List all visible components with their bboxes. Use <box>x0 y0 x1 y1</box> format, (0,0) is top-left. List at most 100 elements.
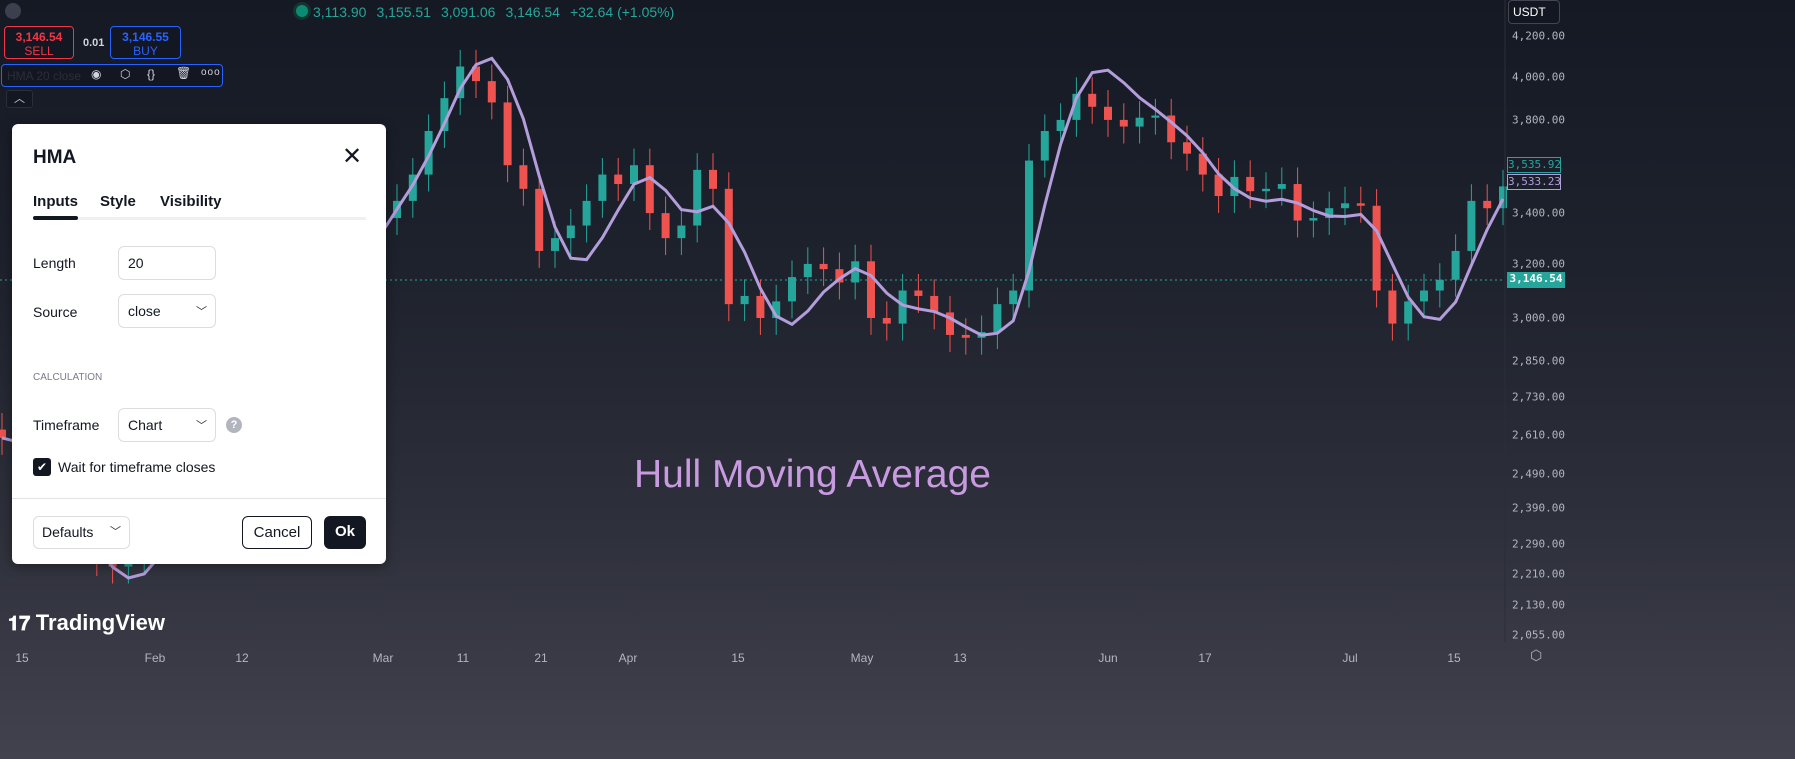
candle <box>693 153 702 243</box>
close-icon[interactable]: ✕ <box>342 143 363 170</box>
candle-body <box>867 261 875 318</box>
settings-icon[interactable]: ⬡ <box>120 67 131 81</box>
length-value: 20 <box>128 255 144 271</box>
tab-visibility[interactable]: Visibility <box>160 193 222 210</box>
candle <box>1104 90 1112 137</box>
cancel-button[interactable]: Cancel <box>242 516 312 549</box>
wait-label: Wait for timeframe closes <box>58 459 216 475</box>
candle-body <box>740 295 749 305</box>
indicator-legend[interactable]: HMA 20 close ◉ ⬡ {} 🗑 ooo <box>1 64 223 87</box>
candle <box>503 85 512 183</box>
ok-button[interactable]: Ok <box>324 516 366 549</box>
candle-body <box>1325 208 1334 219</box>
candle <box>1040 114 1049 178</box>
time-tick: Jul <box>1342 651 1358 665</box>
candle <box>1420 273 1428 319</box>
currency-select[interactable]: USDT <box>1508 0 1560 24</box>
calculation-section-label: CALCULATION <box>33 372 103 383</box>
buy-button[interactable]: 3,146.55 BUY <box>110 26 181 59</box>
candle-body <box>772 301 781 318</box>
candle-body <box>819 263 828 270</box>
candle <box>0 412 6 455</box>
time-tick: 17 <box>1198 651 1212 665</box>
candle-body <box>1167 115 1176 143</box>
eye-icon[interactable]: ◉ <box>91 67 102 81</box>
candle-body <box>756 295 765 318</box>
candle <box>1325 191 1334 235</box>
price-tick: 2,290.00 <box>1512 537 1565 551</box>
price-tick: 2,130.00 <box>1512 598 1565 612</box>
candle-body <box>1009 290 1018 305</box>
candle-body <box>1072 93 1081 120</box>
tab-style[interactable]: Style <box>100 193 136 210</box>
candle-body <box>440 98 449 132</box>
sell-button[interactable]: 3,146.54 SELL <box>4 26 74 59</box>
candle <box>1356 186 1365 223</box>
candle-body <box>503 102 512 166</box>
source-code-icon[interactable]: {} <box>147 67 156 81</box>
tab-inputs[interactable]: Inputs <box>33 193 78 210</box>
candle <box>661 196 670 256</box>
candle <box>1214 157 1223 213</box>
time-tick: 15 <box>731 651 745 665</box>
length-input[interactable]: 20 <box>118 246 216 280</box>
defaults-button[interactable]: Defaults ﹀ <box>33 516 130 549</box>
indicator-settings-dialog: HMA ✕ Inputs Style Visibility Length 20 … <box>12 124 386 564</box>
collapse-legend-button[interactable]: ︿ <box>6 90 33 108</box>
help-icon[interactable]: ? <box>226 417 242 433</box>
candle-body <box>1056 119 1065 132</box>
buy-label: BUY <box>133 44 158 58</box>
candle-body <box>693 169 702 226</box>
candle <box>772 284 781 335</box>
active-tab-indicator <box>33 216 78 220</box>
candle-body <box>630 165 638 185</box>
candle-body <box>0 429 6 438</box>
candle-body <box>1119 119 1128 127</box>
candle <box>440 81 449 148</box>
price-tick: 3,200.00 <box>1512 257 1565 271</box>
candle <box>851 244 860 300</box>
price-tick: 2,850.00 <box>1512 354 1565 368</box>
price-tick: 3,000.00 <box>1512 311 1565 325</box>
candle <box>1467 184 1476 268</box>
source-label: Source <box>33 304 78 320</box>
candle <box>1119 103 1128 144</box>
currency-label: USDT <box>1513 5 1546 19</box>
candle <box>472 49 480 99</box>
candle <box>677 208 686 256</box>
symbol-icon <box>5 3 21 19</box>
candle-body <box>582 200 591 226</box>
candle-body <box>709 169 717 189</box>
candle-body <box>1372 205 1381 291</box>
candle <box>1341 186 1349 226</box>
watermark: Hull Moving Average <box>634 453 991 496</box>
candle-body <box>1246 176 1255 192</box>
market-status-icon <box>296 5 308 17</box>
candle-body <box>1151 115 1160 118</box>
legend-text: HMA 20 close <box>7 69 82 83</box>
candle <box>803 247 812 295</box>
timeframe-select[interactable]: Chart ﹀ <box>118 408 216 442</box>
source-value: close <box>128 303 161 319</box>
candle <box>914 273 923 313</box>
candle <box>1025 143 1033 308</box>
candle-body <box>1435 279 1444 291</box>
candle-body <box>551 238 559 251</box>
candle-body <box>724 188 733 305</box>
wait-checkbox[interactable]: ✔ <box>33 458 51 476</box>
candle-body <box>535 188 544 251</box>
time-tick: May <box>850 651 874 665</box>
price-tick: 2,490.00 <box>1512 467 1565 481</box>
settings-icon[interactable]: ⬡ <box>1530 647 1543 663</box>
more-icon[interactable]: ooo <box>201 67 221 78</box>
candle <box>819 247 828 287</box>
candle-body <box>1483 200 1492 209</box>
candle <box>961 318 970 355</box>
candle <box>1483 184 1492 226</box>
candle <box>614 157 623 201</box>
trash-icon[interactable]: 🗑 <box>176 66 192 80</box>
source-select[interactable]: close ﹀ <box>118 294 216 328</box>
candle <box>1451 234 1460 297</box>
change-value: +32.64 (+1.05%) <box>569 4 675 20</box>
price-tick: 2,055.00 <box>1512 628 1565 642</box>
